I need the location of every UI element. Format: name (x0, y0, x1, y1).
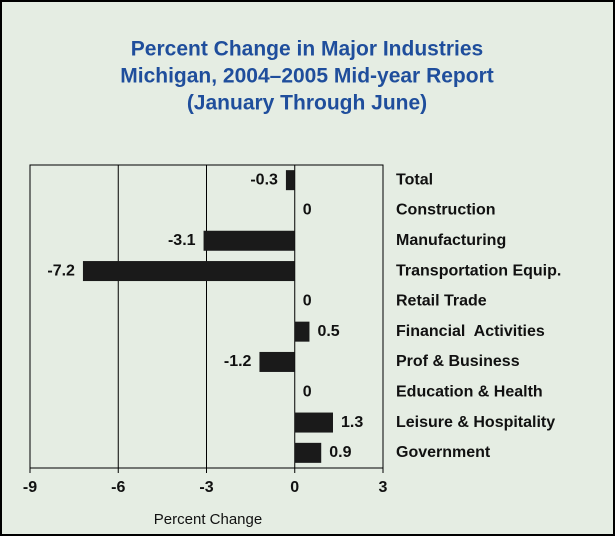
category-label: Construction (396, 202, 496, 219)
bar (294, 412, 333, 433)
x-tick-label: -3 (199, 479, 213, 496)
category-label: Education & Health (396, 383, 543, 400)
bar (285, 170, 295, 191)
data-label: 1.3 (341, 414, 363, 431)
category-label: Government (396, 444, 491, 461)
category-label: Transportation Equip. (396, 262, 561, 279)
category-label: Manufacturing (396, 232, 506, 249)
data-label: 0.9 (329, 444, 351, 461)
data-label: -7.2 (47, 262, 75, 279)
category-label: Total (396, 171, 433, 188)
data-label: -3.1 (168, 232, 196, 249)
data-label: 0 (303, 383, 312, 400)
x-tick-label: -6 (111, 479, 125, 496)
x-tick-label: 3 (379, 479, 388, 496)
chart-title: (January Through June) (187, 92, 427, 115)
chart-title: Percent Change in Major Industries (131, 38, 483, 61)
data-label: 0 (303, 202, 312, 219)
data-label: -0.3 (250, 171, 278, 188)
bar (294, 321, 310, 342)
bar (259, 351, 295, 372)
x-tick-label: 0 (290, 479, 299, 496)
bar (294, 442, 322, 463)
category-label: Financial Activities (396, 323, 545, 340)
x-axis-label: Percent Change (154, 511, 262, 528)
x-tick-label: -9 (23, 479, 37, 496)
category-label: Retail Trade (396, 293, 487, 310)
category-label: Prof & Business (396, 353, 520, 370)
data-label: -1.2 (224, 353, 252, 370)
data-label: 0 (303, 293, 312, 310)
category-label: Leisure & Hospitality (396, 414, 555, 431)
bar (203, 230, 295, 251)
bar (82, 261, 295, 282)
data-label: 0.5 (317, 323, 339, 340)
chart-title: Michigan, 2004–2005 Mid-year Report (120, 65, 493, 88)
